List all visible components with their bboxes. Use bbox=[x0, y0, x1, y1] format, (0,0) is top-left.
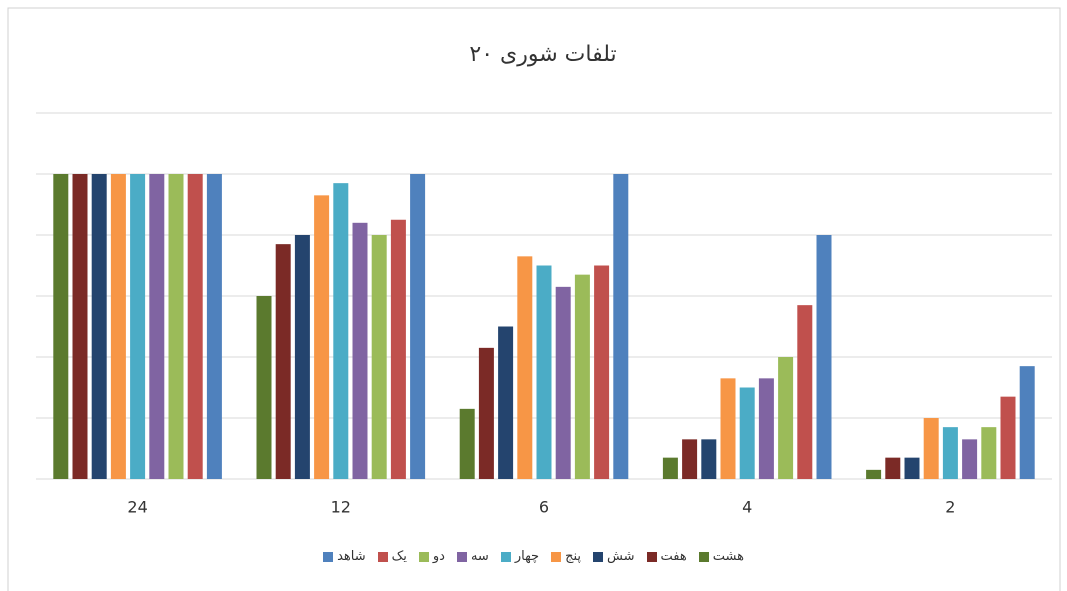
legend-swatch bbox=[551, 551, 562, 562]
bar bbox=[206, 174, 222, 479]
bar bbox=[682, 439, 698, 479]
legend-label: شاهد bbox=[337, 549, 366, 564]
legend-label: سه bbox=[470, 549, 489, 564]
bar bbox=[739, 387, 755, 479]
x-tick-label: 12 bbox=[331, 498, 351, 517]
bar bbox=[662, 457, 678, 479]
legend-swatch bbox=[593, 551, 604, 562]
bar bbox=[942, 427, 958, 479]
bar bbox=[866, 469, 882, 479]
legend-label: یک bbox=[391, 549, 407, 564]
bar bbox=[758, 378, 774, 479]
legend-label: چهار bbox=[514, 549, 540, 564]
legend-item: پنج bbox=[551, 549, 581, 564]
bar bbox=[256, 296, 272, 479]
bar bbox=[701, 439, 717, 479]
bar bbox=[352, 222, 368, 480]
bar bbox=[333, 183, 349, 479]
legend-label: دو bbox=[432, 549, 445, 564]
x-tick-label: 6 bbox=[539, 498, 549, 517]
legend-swatch bbox=[323, 551, 334, 562]
legend-item: هشت bbox=[698, 549, 744, 564]
legend-item: شاهد bbox=[323, 549, 366, 564]
legend-item: دو bbox=[418, 549, 445, 564]
bar bbox=[797, 305, 813, 479]
chart-border bbox=[7, 7, 1061, 591]
bar bbox=[314, 195, 330, 479]
legend-item: شش bbox=[593, 549, 635, 564]
bar bbox=[478, 347, 494, 479]
bar bbox=[536, 265, 552, 479]
legend-swatch bbox=[456, 551, 467, 562]
legend-swatch bbox=[377, 551, 388, 562]
bar bbox=[574, 274, 590, 479]
legend: هشت هفت شش پنج چهار سه دو یک شاهد bbox=[0, 549, 1067, 564]
legend-label: هفت bbox=[660, 549, 687, 564]
bar bbox=[778, 357, 794, 479]
legend-item: سه bbox=[456, 549, 489, 564]
legend-item: هفت bbox=[646, 549, 687, 564]
bar bbox=[53, 174, 69, 479]
bar bbox=[594, 265, 610, 479]
bar bbox=[1000, 396, 1016, 479]
bar bbox=[720, 378, 736, 479]
legend-item: یک bbox=[377, 549, 407, 564]
bar bbox=[885, 457, 901, 479]
legend-label: پنج bbox=[565, 549, 582, 564]
legend-swatch bbox=[418, 551, 429, 562]
bar bbox=[168, 174, 184, 479]
bar bbox=[498, 326, 514, 479]
bar bbox=[110, 174, 126, 479]
bar bbox=[613, 174, 629, 479]
x-tick-label: 4 bbox=[742, 498, 752, 517]
bar bbox=[923, 418, 939, 479]
x-tick-label: 24 bbox=[127, 498, 147, 517]
bar bbox=[390, 219, 406, 479]
x-tick-label: 2 bbox=[945, 498, 955, 517]
bar bbox=[275, 244, 291, 479]
bar bbox=[981, 427, 997, 479]
legend-item: چهار bbox=[500, 549, 540, 564]
bar bbox=[517, 256, 533, 479]
legend-swatch bbox=[500, 551, 511, 562]
bar bbox=[294, 235, 310, 479]
bar bbox=[555, 286, 571, 479]
legend-label: شش bbox=[607, 549, 635, 564]
bar bbox=[410, 174, 426, 479]
bar bbox=[816, 235, 832, 479]
legend-label: هشت bbox=[712, 549, 744, 564]
bar bbox=[130, 174, 146, 479]
bar bbox=[459, 408, 475, 479]
legend-swatch bbox=[646, 551, 657, 562]
bar bbox=[962, 439, 978, 479]
chart-title: تلفات شوری ۲۰ bbox=[469, 42, 616, 67]
bar bbox=[72, 174, 88, 479]
bar bbox=[1019, 366, 1035, 479]
bar bbox=[149, 174, 165, 479]
bar bbox=[371, 235, 387, 479]
bar bbox=[187, 174, 203, 479]
bar bbox=[904, 457, 920, 479]
bar bbox=[91, 174, 107, 479]
legend-swatch bbox=[698, 551, 709, 562]
